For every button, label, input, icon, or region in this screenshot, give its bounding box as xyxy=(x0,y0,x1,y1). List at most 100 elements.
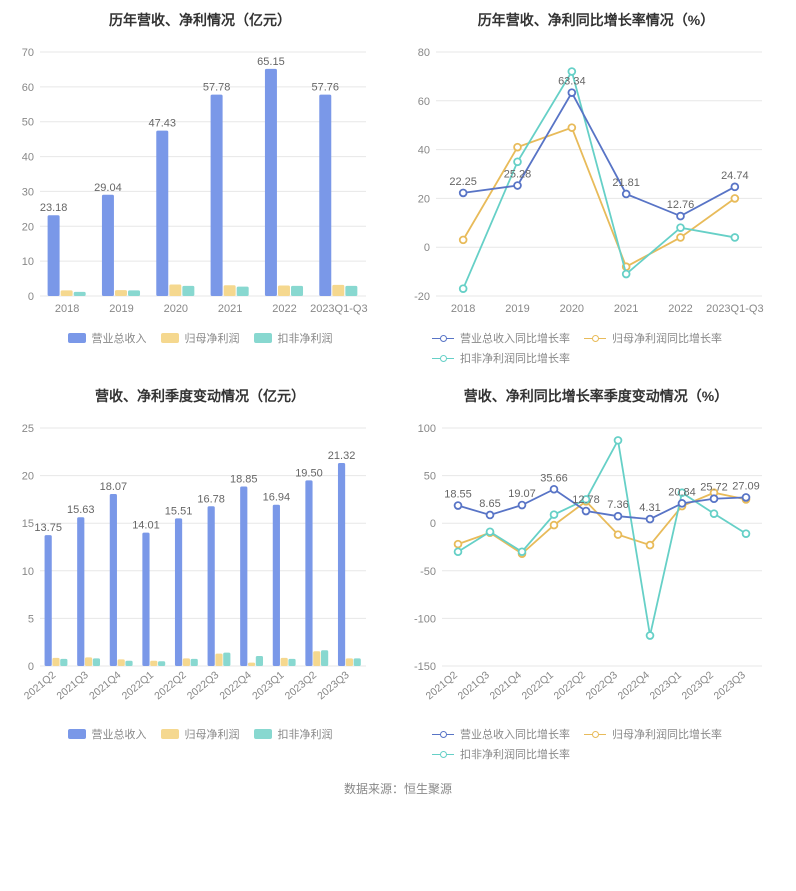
svg-text:10: 10 xyxy=(22,256,34,268)
svg-text:8.65: 8.65 xyxy=(479,498,500,510)
svg-text:24.74: 24.74 xyxy=(721,170,749,182)
svg-text:16.94: 16.94 xyxy=(263,492,291,504)
svg-text:25.72: 25.72 xyxy=(700,482,728,494)
svg-text:-100: -100 xyxy=(414,613,436,625)
chart-plot: 051015202513.7515.6318.0714.0115.5116.78… xyxy=(6,420,394,720)
svg-text:7.36: 7.36 xyxy=(607,499,628,511)
legend-label: 归母净利润同比增长率 xyxy=(612,330,722,346)
svg-text:2023Q2: 2023Q2 xyxy=(680,669,716,702)
svg-text:0: 0 xyxy=(430,518,436,530)
svg-text:2022Q1: 2022Q1 xyxy=(520,669,556,702)
legend-item[interactable]: 扣非净利润 xyxy=(254,330,333,346)
svg-text:12.76: 12.76 xyxy=(667,199,695,211)
svg-text:2022Q1: 2022Q1 xyxy=(120,669,156,702)
chart-plot: -2002040608022.2525.2863.3421.8112.7624.… xyxy=(402,44,790,324)
legend-item[interactable]: 归母净利润 xyxy=(161,726,240,742)
legend-swatch-icon xyxy=(161,333,179,343)
svg-text:2021: 2021 xyxy=(218,303,242,315)
svg-text:2020: 2020 xyxy=(560,303,584,315)
chart-grid: 历年营收、净利情况（亿元） 01020304050607023.1829.044… xyxy=(6,10,790,762)
legend-swatch-icon xyxy=(254,729,272,739)
svg-text:2021: 2021 xyxy=(614,303,638,315)
svg-text:2020: 2020 xyxy=(164,303,188,315)
svg-text:2023Q1-Q3: 2023Q1-Q3 xyxy=(310,303,367,315)
svg-text:57.76: 57.76 xyxy=(312,82,340,94)
svg-text:2022Q3: 2022Q3 xyxy=(185,669,221,702)
legend-item[interactable]: 营业总收入同比增长率 xyxy=(432,726,570,742)
svg-text:20.84: 20.84 xyxy=(668,486,696,498)
svg-text:10: 10 xyxy=(22,566,34,578)
svg-text:2023Q3: 2023Q3 xyxy=(315,669,351,702)
legend-item[interactable]: 归母净利润同比增长率 xyxy=(584,726,722,742)
svg-text:2023Q2: 2023Q2 xyxy=(283,669,319,702)
legend-swatch-icon xyxy=(584,729,606,739)
legend-label: 归母净利润 xyxy=(185,330,240,346)
svg-text:15.63: 15.63 xyxy=(67,504,95,516)
legend-item[interactable]: 扣非净利润同比增长率 xyxy=(432,746,570,762)
svg-text:63.34: 63.34 xyxy=(558,76,586,88)
svg-text:50: 50 xyxy=(22,117,34,129)
chart-legend: 营业总收入同比增长率 归母净利润同比增长率扣非净利润同比增长率 xyxy=(402,324,790,366)
svg-text:2022: 2022 xyxy=(272,303,296,315)
svg-text:2022: 2022 xyxy=(668,303,692,315)
svg-text:2018: 2018 xyxy=(451,303,475,315)
legend-item[interactable]: 营业总收入同比增长率 xyxy=(432,330,570,346)
legend-label: 归母净利润 xyxy=(185,726,240,742)
svg-text:2021Q3: 2021Q3 xyxy=(54,669,90,702)
chart-legend: 营业总收入 归母净利润 扣非净利润 xyxy=(6,324,394,346)
legend-item[interactable]: 营业总收入 xyxy=(68,330,147,346)
svg-text:-50: -50 xyxy=(420,566,436,578)
legend-swatch-icon xyxy=(432,749,454,759)
svg-text:2021Q4: 2021Q4 xyxy=(488,669,524,702)
svg-text:50: 50 xyxy=(424,471,436,483)
svg-text:65.15: 65.15 xyxy=(257,56,285,68)
svg-text:2022Q2: 2022Q2 xyxy=(152,669,188,702)
svg-text:80: 80 xyxy=(418,47,430,59)
svg-text:2019: 2019 xyxy=(109,303,133,315)
legend-item[interactable]: 扣非净利润 xyxy=(254,726,333,742)
legend-swatch-icon xyxy=(584,333,606,343)
chart-quarterly-growth-rate: 营收、净利同比增长率季度变动情况（%） -150-100-5005010018.… xyxy=(402,386,790,762)
svg-text:2023Q1: 2023Q1 xyxy=(250,669,286,702)
legend-label: 营业总收入 xyxy=(92,330,147,346)
svg-text:2022Q2: 2022Q2 xyxy=(552,669,588,702)
chart-svg: 051015202513.7515.6318.0714.0115.5116.78… xyxy=(6,420,376,720)
legend-item[interactable]: 归母净利润同比增长率 xyxy=(584,330,722,346)
svg-text:20: 20 xyxy=(22,471,34,483)
legend-item[interactable]: 归母净利润 xyxy=(161,330,240,346)
svg-text:2023Q3: 2023Q3 xyxy=(712,669,748,702)
svg-text:47.43: 47.43 xyxy=(149,118,177,130)
legend-item[interactable]: 营业总收入 xyxy=(68,726,147,742)
chart-svg: 01020304050607023.1829.0447.4357.7865.15… xyxy=(6,44,376,324)
svg-text:13.75: 13.75 xyxy=(34,522,62,534)
svg-text:2023Q1-Q3: 2023Q1-Q3 xyxy=(706,303,763,315)
legend-label: 归母净利润同比增长率 xyxy=(612,726,722,742)
legend-label: 扣非净利润同比增长率 xyxy=(460,746,570,762)
svg-text:29.04: 29.04 xyxy=(94,182,122,194)
svg-text:5: 5 xyxy=(28,613,34,625)
legend-swatch-icon xyxy=(432,353,454,363)
chart-title: 历年营收、净利同比增长率情况（%） xyxy=(402,10,790,30)
svg-text:-20: -20 xyxy=(414,291,430,303)
chart-plot: 01020304050607023.1829.0447.4357.7865.15… xyxy=(6,44,394,324)
chart-title: 营收、净利季度变动情况（亿元） xyxy=(6,386,394,406)
legend-label: 扣非净利润 xyxy=(278,726,333,742)
legend-label: 扣非净利润 xyxy=(278,330,333,346)
legend-item[interactable]: 扣非净利润同比增长率 xyxy=(432,350,570,366)
svg-text:2019: 2019 xyxy=(505,303,529,315)
svg-text:20: 20 xyxy=(418,193,430,205)
svg-text:25.28: 25.28 xyxy=(504,169,532,181)
svg-text:2022Q4: 2022Q4 xyxy=(616,669,652,702)
svg-text:40: 40 xyxy=(22,152,34,164)
svg-text:2018: 2018 xyxy=(55,303,79,315)
svg-text:20: 20 xyxy=(22,221,34,233)
svg-text:19.50: 19.50 xyxy=(295,467,323,479)
svg-text:2021Q3: 2021Q3 xyxy=(456,669,492,702)
chart-title: 营收、净利同比增长率季度变动情况（%） xyxy=(402,386,790,406)
chart-quarterly-revenue-profit: 营收、净利季度变动情况（亿元） 051015202513.7515.6318.0… xyxy=(6,386,394,762)
legend-swatch-icon xyxy=(432,729,454,739)
svg-text:21.32: 21.32 xyxy=(328,450,356,462)
chart-legend: 营业总收入同比增长率 归母净利润同比增长率扣非净利润同比增长率 xyxy=(402,720,790,762)
svg-text:60: 60 xyxy=(418,96,430,108)
svg-text:0: 0 xyxy=(28,661,34,673)
